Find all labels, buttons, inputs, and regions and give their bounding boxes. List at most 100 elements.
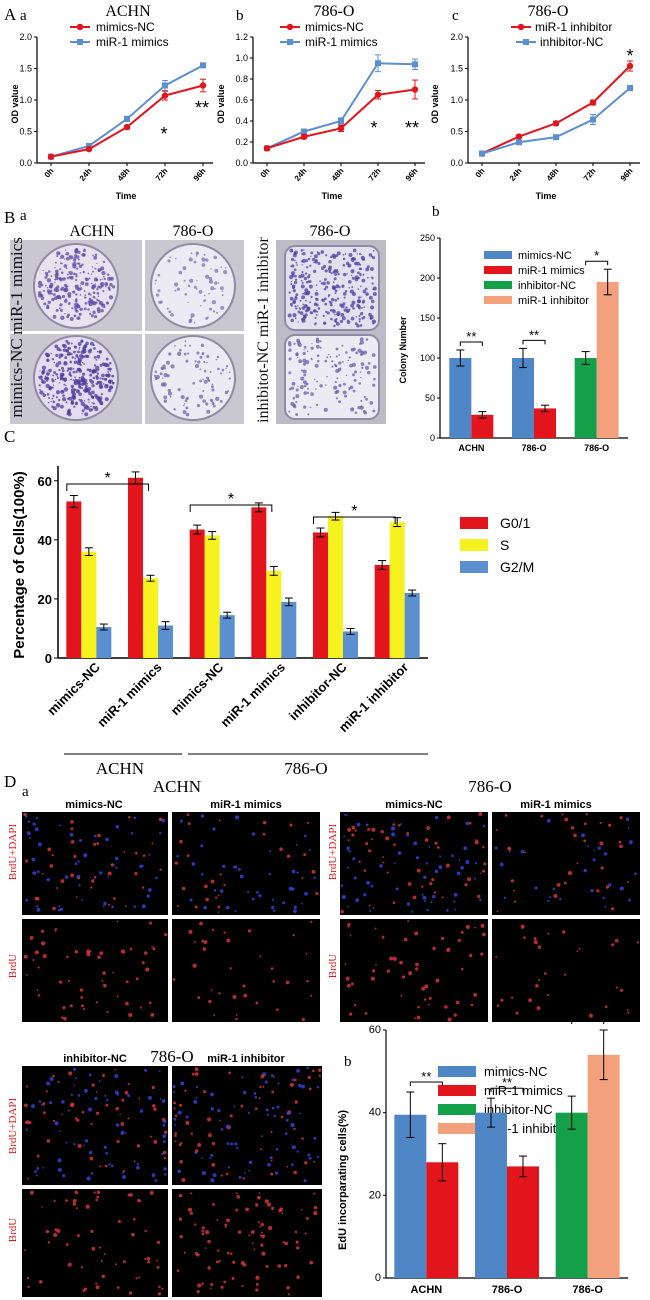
colony [90, 405, 92, 408]
cell-nucleus [201, 1229, 205, 1233]
x-axis-label: Time [116, 191, 137, 201]
colony [77, 287, 81, 291]
cell-nucleus [294, 1078, 297, 1082]
cell-nucleus [547, 932, 550, 935]
cell-nucleus [57, 908, 61, 912]
colony [315, 303, 319, 307]
colony [354, 261, 358, 266]
colony [205, 402, 209, 406]
colony [319, 384, 323, 388]
colony [59, 375, 64, 380]
y-axis-label: OD value [216, 84, 226, 123]
cell-nucleus [70, 827, 74, 831]
cell-nucleus [187, 822, 191, 825]
cell-nucleus [189, 898, 193, 902]
colony [78, 354, 84, 359]
cell-nucleus [133, 905, 136, 908]
cell-nucleus [37, 966, 40, 969]
colony [99, 278, 102, 281]
colony [70, 342, 73, 345]
bar-G0/1 [66, 501, 82, 658]
y-tick-label: 20 [369, 1189, 381, 1201]
legend-marker [287, 39, 293, 45]
colony [293, 342, 296, 345]
cell-nucleus [70, 873, 75, 878]
cell-nucleus [243, 1171, 246, 1174]
cell-nucleus [63, 1016, 67, 1021]
colony [52, 400, 56, 404]
cell-nucleus [161, 1099, 166, 1103]
cell-nucleus [347, 905, 350, 908]
colony [162, 364, 166, 368]
colony [365, 292, 369, 296]
cell-nucleus [556, 882, 561, 887]
cell-nucleus [211, 928, 215, 932]
colony [292, 253, 297, 258]
cell-nucleus [297, 1083, 302, 1088]
colony [197, 360, 201, 364]
cell-nucleus [25, 1085, 28, 1088]
colony [72, 367, 75, 370]
cell-nucleus [549, 896, 552, 899]
cell-nucleus [458, 858, 461, 861]
colony [348, 286, 351, 289]
cell-nucleus [271, 1090, 274, 1094]
cell-nucleus [386, 871, 389, 874]
colony [157, 289, 161, 293]
colony [358, 382, 361, 385]
cell-nucleus [614, 938, 619, 943]
cell-nucleus [90, 1229, 94, 1233]
bar [507, 1166, 539, 1278]
cell-nucleus [36, 1167, 40, 1170]
cell-nucleus [25, 1128, 28, 1131]
colony [356, 324, 360, 328]
colony [372, 409, 376, 413]
cell-nucleus [255, 1275, 260, 1280]
cell-nucleus [47, 847, 52, 852]
colony [199, 355, 203, 359]
cell-nucleus [179, 1235, 183, 1239]
cell-nucleus [254, 1095, 258, 1099]
cell-nucleus [42, 954, 47, 959]
cell-nucleus [60, 907, 64, 911]
colony [167, 388, 171, 393]
colony [297, 385, 299, 388]
cell-nucleus [174, 1140, 177, 1142]
colony [310, 312, 313, 315]
row-label-brdu-dapi: BrdU+DAPI [7, 1098, 19, 1155]
row-label-brdu: BrdU [7, 1218, 19, 1243]
colony [348, 253, 353, 258]
colony [362, 289, 367, 294]
colony [52, 394, 55, 397]
cell-nucleus [513, 889, 515, 892]
colony [58, 356, 61, 359]
colony [339, 303, 343, 307]
cell-nucleus [37, 994, 41, 997]
colony [88, 369, 92, 373]
colony [58, 296, 62, 300]
colony [369, 305, 375, 310]
cell-nucleus [292, 934, 295, 937]
colony [357, 348, 362, 353]
cell-nucleus [65, 1199, 68, 1202]
y-tick-label: 50 [425, 393, 435, 403]
cell-nucleus [218, 1260, 221, 1263]
x-tick-label: 96h [619, 166, 635, 182]
cell-nucleus [70, 840, 75, 844]
cell-nucleus [465, 821, 470, 826]
colony [335, 347, 339, 351]
colony [340, 367, 342, 369]
title-achn: ACHN [153, 777, 201, 796]
colony [61, 369, 65, 373]
cell-nucleus [174, 1123, 177, 1126]
colony [69, 271, 73, 276]
cell-nucleus [81, 1110, 85, 1114]
cell-nucleus [301, 877, 304, 880]
colony [295, 353, 299, 357]
cell-nucleus [478, 898, 482, 902]
colony [58, 307, 61, 310]
colony [362, 301, 365, 304]
colony [65, 286, 68, 288]
cell-nucleus [35, 1174, 38, 1177]
cell-nucleus [207, 1266, 211, 1270]
